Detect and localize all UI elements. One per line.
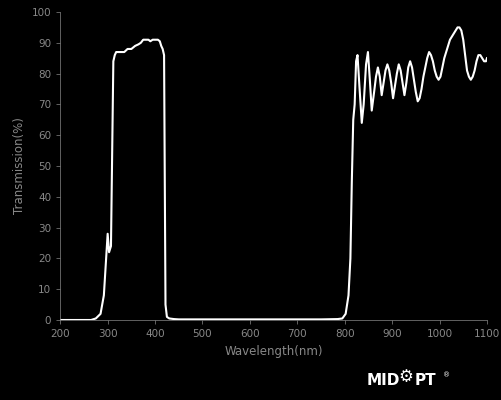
Y-axis label: Transmission(%): Transmission(%) xyxy=(13,118,26,214)
Text: ⚙: ⚙ xyxy=(397,368,412,386)
Text: PT: PT xyxy=(413,373,435,388)
Text: ®: ® xyxy=(442,372,449,378)
Text: MID: MID xyxy=(366,373,399,388)
X-axis label: Wavelength(nm): Wavelength(nm) xyxy=(224,344,322,358)
